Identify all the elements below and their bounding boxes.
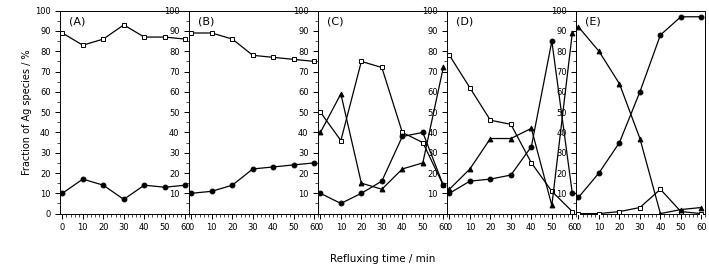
Text: Refluxing time / min: Refluxing time / min	[330, 254, 435, 264]
Text: (C): (C)	[328, 17, 344, 27]
Text: (D): (D)	[457, 17, 474, 27]
Text: (A): (A)	[69, 17, 86, 27]
Text: (B): (B)	[199, 17, 215, 27]
Text: (E): (E)	[586, 17, 601, 27]
Y-axis label: Fraction of Ag species / %: Fraction of Ag species / %	[22, 49, 32, 175]
